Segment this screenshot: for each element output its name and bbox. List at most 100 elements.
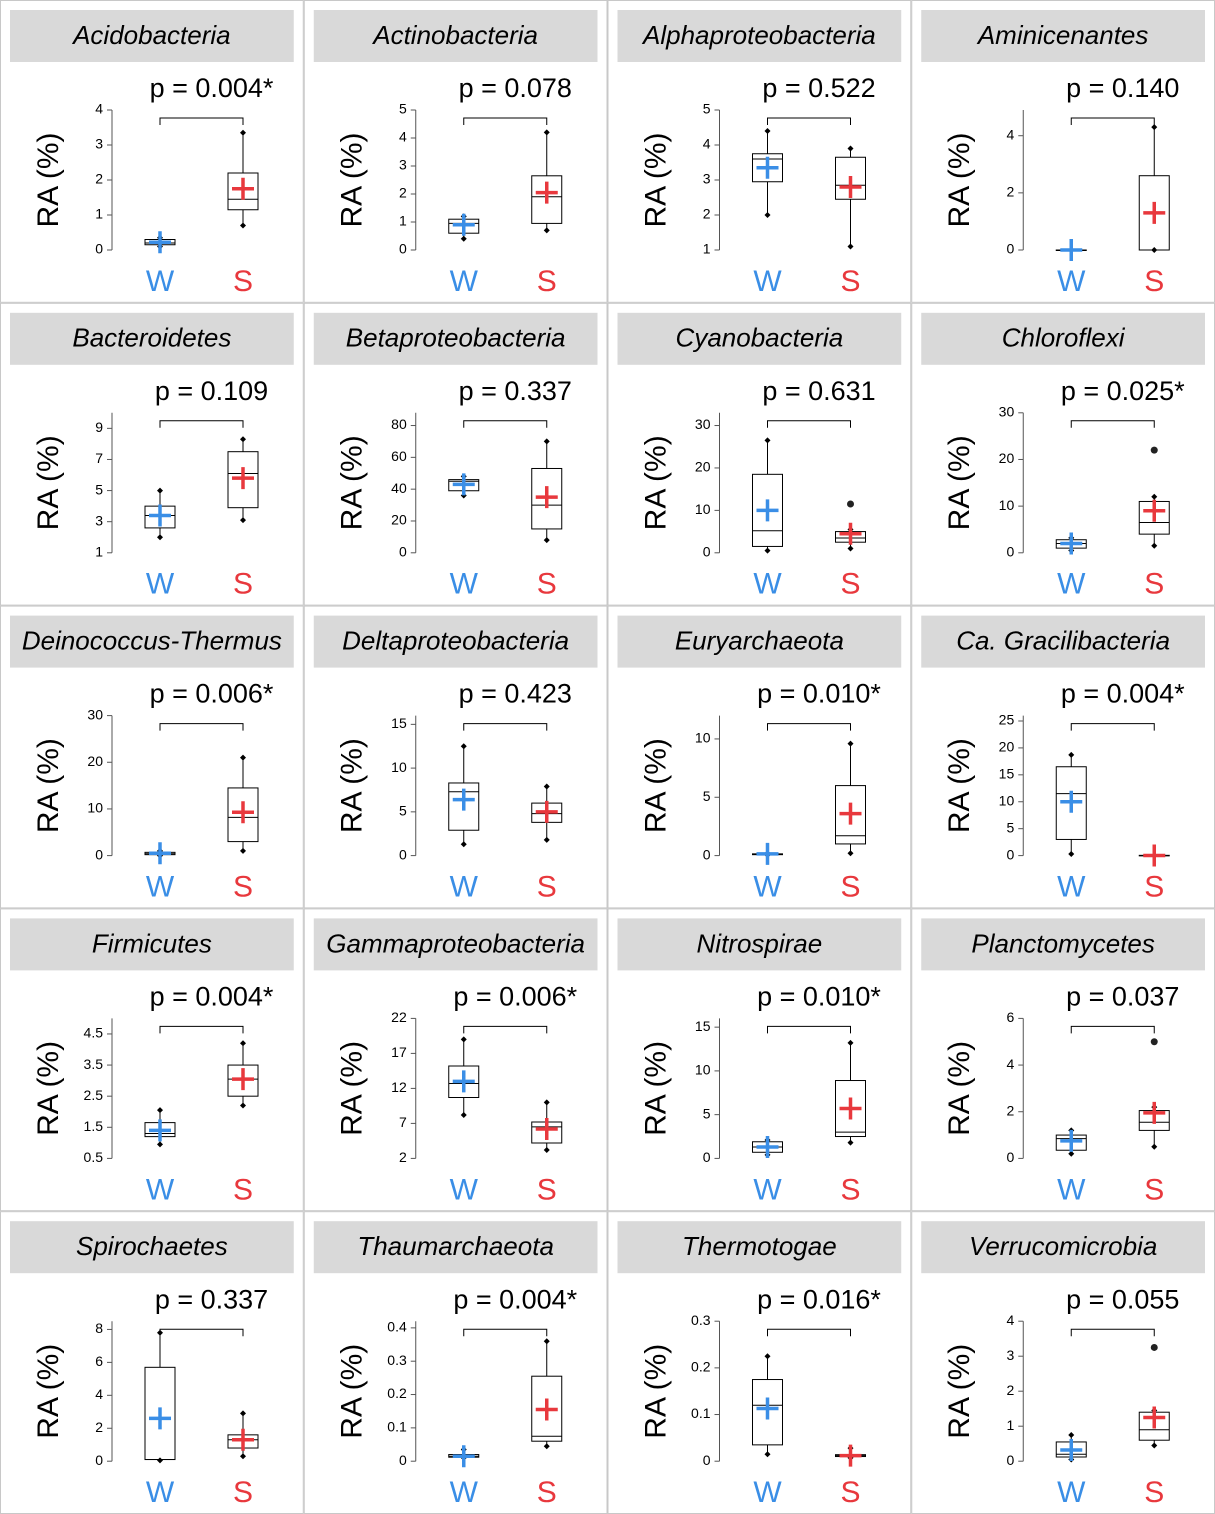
y-tick-label: 3: [95, 512, 103, 528]
panel-title: Aminicenantes: [976, 20, 1149, 50]
panel-border: [303, 908, 608, 1212]
y-tick-label: 4.5: [84, 1025, 104, 1041]
bracket: [463, 420, 548, 428]
panel-title: Nitrospirae: [697, 928, 823, 958]
whisker-end: [240, 1040, 246, 1047]
box: [752, 153, 783, 183]
x-tick-label: W: [753, 265, 782, 298]
panel-title: Thaumarchaeota: [357, 1231, 554, 1261]
y-tick-label: 5: [399, 803, 407, 819]
mean: [149, 1119, 171, 1142]
whisker-end: [764, 437, 771, 444]
whisker-end: [1151, 542, 1158, 549]
y-axis-label: RA (%): [336, 1041, 369, 1136]
x-tick-label: S: [1144, 1476, 1164, 1509]
whisker-end: [460, 841, 467, 848]
panel-title: Ca. Gracilibacteria: [956, 625, 1170, 655]
bracket: [767, 117, 851, 125]
x-tick-label: W: [1057, 568, 1086, 601]
y-axis-label: RA (%): [336, 1344, 369, 1439]
mean: [452, 1070, 475, 1093]
y-tick-label: 2: [399, 185, 407, 201]
x-tick-label: S: [233, 871, 253, 904]
whisker-end: [157, 1107, 163, 1114]
x-tick-label: S: [1144, 568, 1164, 601]
x-tick-label: S: [840, 1173, 860, 1206]
x-tick-label: S: [840, 265, 860, 298]
bracket: [1070, 1328, 1155, 1337]
x-tick-label: S: [233, 1476, 253, 1509]
x-tick-label: S: [840, 1476, 860, 1509]
mean: [839, 1097, 862, 1120]
whisker-end: [157, 1457, 163, 1464]
whisker-end: [847, 740, 854, 747]
panel-header: [10, 10, 294, 62]
p-value: p = 0.010*: [757, 982, 881, 1012]
y-tick-label: 0: [1006, 846, 1014, 862]
y-tick-label: 3: [703, 171, 711, 187]
mean: [535, 1398, 558, 1421]
mean: [756, 1397, 779, 1420]
whisker-end: [1068, 1150, 1075, 1157]
p-value: p = 0.004*: [150, 982, 274, 1012]
box: [835, 156, 866, 200]
mean: [756, 1136, 779, 1159]
panel-header: [921, 312, 1205, 365]
y-axis-label: RA (%): [943, 1041, 976, 1136]
whisker-end: [764, 1451, 771, 1458]
panel-header: [921, 10, 1205, 62]
y-tick-label: 2: [1006, 1102, 1014, 1118]
panel-header: [921, 1221, 1205, 1274]
box: [1055, 766, 1087, 840]
y-axis-label: RA (%): [639, 132, 672, 227]
panel-header: [617, 1221, 902, 1274]
whisker-end: [1068, 850, 1075, 857]
whisker-end: [240, 1453, 246, 1460]
mean: [149, 842, 171, 865]
panel-header: [921, 615, 1205, 668]
panel-title: Planctomycetes: [971, 928, 1155, 958]
mean: [1060, 532, 1083, 555]
y-axis-label: RA (%): [336, 132, 369, 227]
whisker-end: [847, 1139, 854, 1146]
whisker-end: [847, 145, 854, 152]
y-tick-label: 5: [95, 481, 103, 497]
x-tick-label: S: [1144, 1173, 1164, 1206]
bracket: [1070, 420, 1155, 428]
bracket: [463, 117, 548, 125]
x-tick-label: W: [146, 1173, 175, 1206]
panel-header: [617, 312, 902, 365]
bracket: [767, 723, 851, 731]
y-tick-label: 2: [95, 171, 103, 187]
box: [531, 1375, 563, 1442]
y-tick-label: 4: [1006, 1312, 1014, 1328]
y-axis-label: RA (%): [32, 435, 65, 530]
y-tick-label: 15: [999, 766, 1015, 782]
y-tick-label: 0: [1006, 241, 1014, 257]
y-tick-label: 0: [399, 1452, 407, 1468]
y-axis-label: RA (%): [943, 132, 976, 227]
mean: [535, 486, 558, 509]
y-axis-label: RA (%): [336, 435, 369, 530]
y-axis-label: RA (%): [639, 1041, 672, 1136]
panel-title: Bacteroidetes: [72, 323, 231, 353]
mean: [1060, 1129, 1083, 1152]
p-value: p = 0.004*: [150, 73, 274, 103]
mean: [452, 473, 475, 496]
whisker-end: [1151, 1442, 1158, 1449]
mean: [1143, 1101, 1166, 1124]
y-axis-label: RA (%): [32, 1041, 65, 1136]
y-axis-label: RA (%): [639, 1344, 672, 1439]
mean: [1143, 201, 1166, 224]
y-tick-label: 7: [95, 450, 103, 466]
whisker-end: [764, 128, 771, 134]
y-tick-label: 3: [1006, 1347, 1014, 1363]
y-axis-label: RA (%): [336, 738, 369, 833]
x-tick-label: W: [146, 871, 175, 904]
panel-header: [617, 615, 902, 668]
outlier: [1150, 1038, 1158, 1046]
box: [531, 467, 563, 530]
y-tick-label: 22: [391, 1009, 407, 1025]
whisker-end: [460, 743, 467, 750]
